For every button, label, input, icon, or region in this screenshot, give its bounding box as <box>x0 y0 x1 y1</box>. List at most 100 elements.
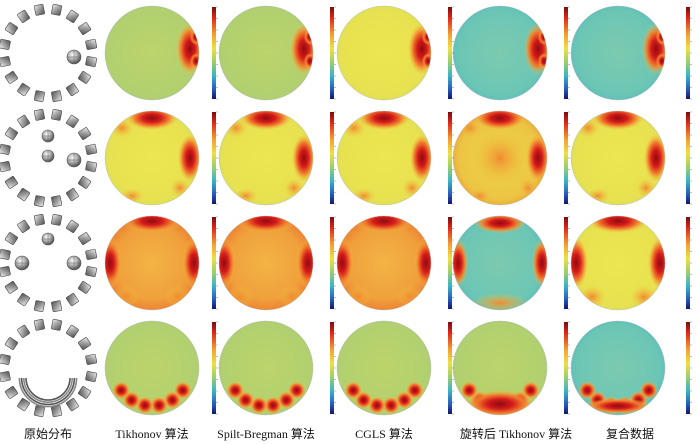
electrode <box>17 114 30 128</box>
electrode <box>78 127 92 140</box>
electrode <box>85 143 98 155</box>
electrode <box>51 108 63 121</box>
electrode <box>78 232 92 245</box>
electrode <box>0 248 11 260</box>
electrode <box>0 143 11 155</box>
electrode <box>51 3 63 16</box>
electrode <box>4 71 18 84</box>
electrode <box>66 9 79 23</box>
electrode <box>66 219 79 233</box>
reconstruction-r4-c2 <box>104 320 200 416</box>
electrode <box>85 161 98 173</box>
reconstruction-r4-c3 <box>218 320 314 416</box>
electrode <box>33 3 45 16</box>
colorbar-r2-c3 <box>330 111 336 205</box>
electrode <box>4 281 18 294</box>
electrode <box>4 176 18 189</box>
electrode <box>4 22 18 35</box>
reconstruction-r1-c3 <box>218 5 314 101</box>
colorbar-r4-c6 <box>686 321 692 415</box>
electrode <box>66 398 79 412</box>
electrode <box>51 318 63 331</box>
original-distribution-1 <box>0 3 98 103</box>
reconstruction-r3-c5 <box>452 215 548 311</box>
colorbar-r3-c6 <box>686 216 692 310</box>
electrode <box>51 300 63 313</box>
reconstruction-r1-c2 <box>104 5 200 101</box>
electrode <box>78 281 92 294</box>
column-label-cgls: CGLS 算法 <box>355 427 413 441</box>
reconstruction-r4-c4 <box>336 320 432 416</box>
electrode <box>51 90 63 103</box>
electrode <box>33 90 45 103</box>
original-distribution-4 <box>0 318 98 418</box>
electrode <box>0 266 11 278</box>
electrode <box>51 213 63 226</box>
electrode <box>17 324 30 338</box>
colorbar-r1-c6 <box>686 6 692 100</box>
reconstruction-r2-c5 <box>452 110 548 206</box>
reconstruction-r2-c2 <box>104 110 200 206</box>
electrode <box>33 300 45 313</box>
original-distribution-3 <box>0 213 98 313</box>
colorbar-r1-c4 <box>448 6 454 100</box>
electrode <box>78 337 92 350</box>
electrode <box>78 71 92 84</box>
electrode <box>66 324 79 338</box>
electrode <box>85 248 98 260</box>
colorbar-r3-c4 <box>448 216 454 310</box>
electrode <box>33 213 45 226</box>
colorbar-r1-c3 <box>330 6 336 100</box>
column-label-original: 原始分布 <box>23 427 73 441</box>
reconstruction-r4-c5 <box>452 320 548 416</box>
colorbar-r4-c2 <box>212 321 218 415</box>
column-label-split-bregman: Spilt-Bregman 算法 <box>217 427 315 441</box>
column-label-rotated-tikhonov: 旋转后 Tikhonov 算法 <box>459 427 573 441</box>
electrode <box>4 232 18 245</box>
electrode <box>66 293 79 307</box>
electrode <box>51 405 63 418</box>
original-distribution-2 <box>0 108 98 208</box>
reconstruction-r3-c3 <box>218 215 314 311</box>
electrode <box>78 22 92 35</box>
colorbar-r2-c6 <box>686 111 692 205</box>
electrode <box>85 266 98 278</box>
electrode <box>17 188 30 202</box>
electrode <box>17 398 30 412</box>
reconstruction-r4-c6 <box>570 320 666 416</box>
reconstruction-r1-c6 <box>570 5 666 101</box>
electrode <box>0 56 11 68</box>
electrode <box>17 83 30 97</box>
column-label-composite: 复合数据 <box>605 427 655 441</box>
electrode <box>17 9 30 23</box>
electrode <box>66 83 79 97</box>
reconstruction-r3-c6 <box>570 215 666 311</box>
electrode <box>85 371 98 383</box>
electrode <box>85 38 98 50</box>
colorbar-r1-c2 <box>212 6 218 100</box>
electrode <box>0 371 11 383</box>
colorbar-r4-c4 <box>448 321 454 415</box>
electrode <box>0 161 11 173</box>
electrode <box>17 293 30 307</box>
electrode <box>4 127 18 140</box>
reconstruction-r1-c5 <box>452 5 548 101</box>
electrode <box>66 114 79 128</box>
electrode <box>33 108 45 121</box>
reconstruction-r2-c3 <box>218 110 314 206</box>
colorbar-r4-c3 <box>330 321 336 415</box>
colorbar-r1-c5 <box>564 6 570 100</box>
electrode <box>33 195 45 208</box>
colorbar-r3-c5 <box>564 216 570 310</box>
electrode <box>0 353 11 365</box>
electrode <box>0 38 11 50</box>
reconstruction-r1-c4 <box>336 5 432 101</box>
colorbar-r3-c2 <box>212 216 218 310</box>
electrode <box>4 337 18 350</box>
reconstruction-r2-c6 <box>570 110 666 206</box>
electrode <box>85 353 98 365</box>
electrode <box>51 195 63 208</box>
colorbar-r4-c5 <box>564 321 570 415</box>
electrode <box>66 188 79 202</box>
